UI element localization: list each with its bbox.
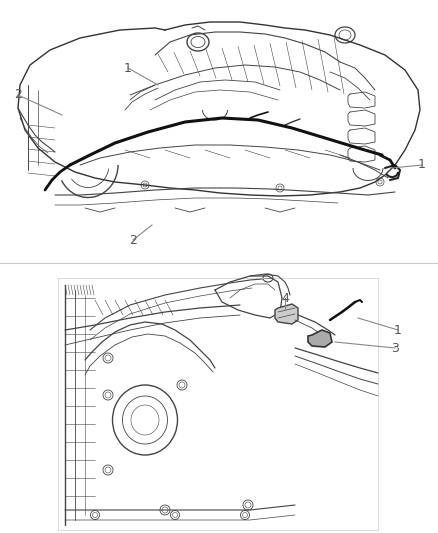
Text: 2: 2 bbox=[14, 88, 22, 101]
Text: 3: 3 bbox=[391, 342, 399, 354]
Text: 2: 2 bbox=[129, 233, 137, 246]
Polygon shape bbox=[308, 330, 332, 347]
Text: 1: 1 bbox=[394, 324, 402, 336]
Text: 1: 1 bbox=[418, 158, 426, 172]
Text: 4: 4 bbox=[281, 292, 289, 304]
Text: 1: 1 bbox=[124, 61, 132, 75]
Polygon shape bbox=[275, 304, 298, 324]
